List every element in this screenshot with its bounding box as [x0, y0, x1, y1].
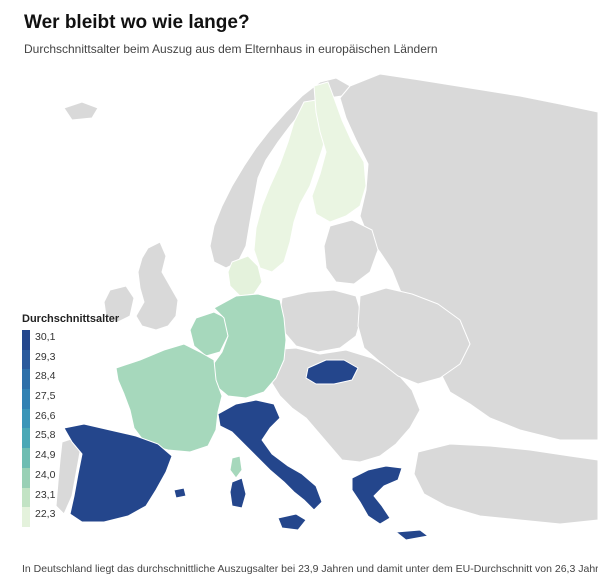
region-poland	[279, 289, 363, 353]
legend-step: 25,8	[22, 428, 142, 449]
region-sardinia	[229, 477, 247, 509]
region-slovakia	[305, 359, 359, 385]
region-germany	[211, 293, 287, 399]
region-belarus-ukraine	[357, 287, 471, 385]
region-sicily	[277, 513, 307, 531]
legend-label: 25,8	[35, 429, 56, 442]
region-corsica	[229, 455, 243, 479]
region-central-east	[263, 347, 421, 463]
footnote: In Deutschland liegt das durchschnittlic…	[22, 563, 598, 575]
legend-step: 24,9	[22, 448, 142, 468]
page-title: Wer bleibt wo wie lange?	[24, 12, 250, 33]
legend-swatch	[22, 389, 30, 409]
legend-swatch	[22, 448, 30, 468]
legend-label: 22,3	[35, 508, 56, 521]
legend-swatch	[22, 408, 30, 429]
legend-step: 28,4	[22, 369, 142, 390]
region-finland	[311, 81, 367, 223]
region-balearics	[173, 487, 187, 499]
legend-label: 29,3	[35, 350, 56, 363]
region-spain	[63, 423, 173, 523]
region-france	[115, 343, 223, 453]
legend-swatch	[22, 349, 30, 370]
region-baltics	[323, 219, 379, 285]
legend-step: 27,5	[22, 389, 142, 409]
region-ireland	[103, 285, 135, 323]
region-greece	[351, 465, 403, 525]
region-turkey	[413, 443, 598, 525]
europe-map	[55, 73, 598, 541]
legend-rows: 30,1 29,3 28,4 27,5 26,6 25,8 24,9 24,0 …	[22, 330, 142, 527]
legend-step: 22,3	[22, 507, 142, 527]
legend-step: 23,1	[22, 487, 142, 508]
legend-title: Durchschnittsalter	[22, 313, 120, 325]
region-benelux	[189, 311, 229, 357]
legend-label: 24,9	[35, 449, 56, 462]
legend-step: 29,3	[22, 349, 142, 370]
legend-swatch	[22, 330, 30, 350]
page-subtitle: Durchschnittsalter beim Auszug aus dem E…	[24, 42, 438, 56]
legend-label: 30,1	[35, 331, 56, 343]
legend-swatch	[22, 507, 30, 527]
legend-swatch	[22, 487, 30, 508]
legend-label: 26,6	[35, 409, 56, 422]
legend-swatch	[22, 369, 30, 390]
legend-step: 24,0	[22, 467, 142, 488]
region-italy	[217, 399, 323, 511]
legend-step: 26,6	[22, 408, 142, 429]
color-legend: Durchschnittsalter 30,1 29,3 28,4 27,5 2…	[22, 313, 142, 527]
legend-step: 30,1	[22, 330, 142, 350]
region-crete	[395, 529, 429, 541]
region-uk	[135, 241, 179, 331]
legend-label: 23,1	[35, 488, 56, 501]
region-denmark	[227, 255, 263, 297]
legend-label: 27,5	[35, 390, 56, 403]
region-iceland	[63, 101, 99, 121]
legend-label: 28,4	[35, 370, 56, 383]
legend-swatch	[22, 467, 30, 488]
legend-swatch	[22, 428, 30, 449]
legend-label: 24,0	[35, 468, 56, 481]
